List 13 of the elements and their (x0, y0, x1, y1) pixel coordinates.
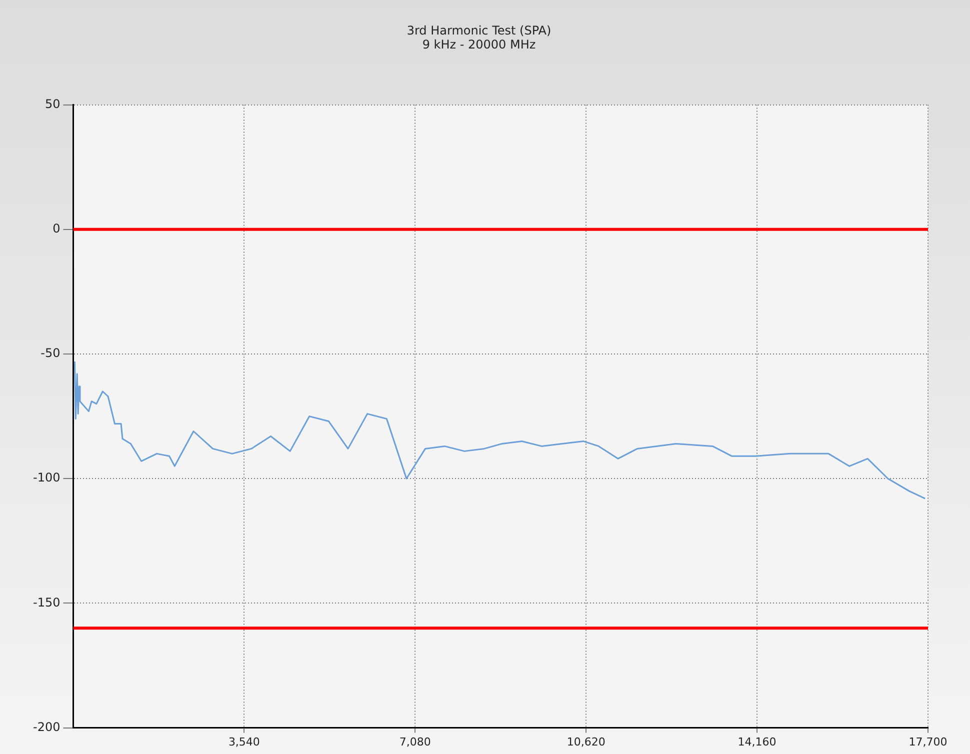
x-tick-label: 17,700 (908, 735, 948, 748)
y-tick-label: -150 (33, 595, 60, 610)
chart-title: 3rd Harmonic Test (SPA) (406, 23, 552, 38)
y-tick-label: 50 (44, 96, 60, 111)
y-tick-label: -50 (40, 346, 60, 360)
y-tick-label: 0 (52, 222, 60, 236)
chart-subtitle: 9 kHz - 20000 MHz (422, 38, 536, 52)
x-tick-label: 14,160 (738, 735, 776, 748)
x-tick-label: 10,620 (566, 735, 606, 748)
y-tick-label: -200 (33, 720, 60, 734)
x-tick-label: 7,080 (399, 735, 431, 748)
y-tick-label: -100 (33, 470, 60, 485)
x-tick-label: 3,540 (228, 735, 260, 748)
